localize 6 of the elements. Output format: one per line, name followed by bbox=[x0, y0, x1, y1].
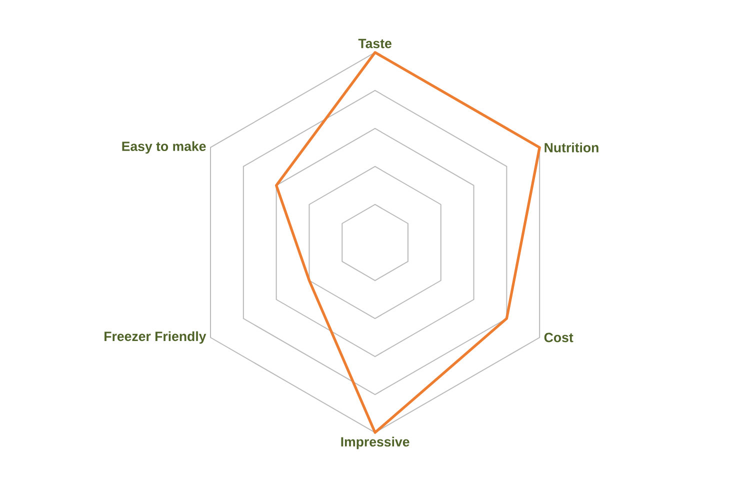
spoke-label: Nutrition bbox=[544, 142, 598, 152]
spoke-label: Easy to make bbox=[122, 141, 206, 154]
spoke-label: Cost bbox=[544, 332, 574, 342]
spoke-label: Freezer Friendly bbox=[104, 331, 206, 344]
spoke-label: Impressive bbox=[341, 436, 410, 450]
spoke-label: Taste bbox=[358, 38, 392, 48]
